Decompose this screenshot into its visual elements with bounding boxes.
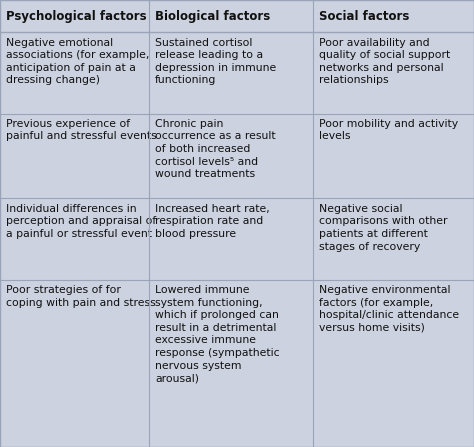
Text: Poor mobility and activity
levels: Poor mobility and activity levels bbox=[319, 119, 458, 141]
Bar bbox=[0, 280, 474, 447]
Bar bbox=[0, 0, 474, 32]
Text: Negative emotional
associations (for example,
anticipation of pain at a
dressing: Negative emotional associations (for exa… bbox=[6, 38, 149, 85]
Text: Increased heart rate,
respiration rate and
blood pressure: Increased heart rate, respiration rate a… bbox=[155, 204, 270, 239]
Text: Negative social
comparisons with other
patients at different
stages of recovery: Negative social comparisons with other p… bbox=[319, 204, 447, 252]
Bar bbox=[0, 32, 474, 114]
Text: Biological factors: Biological factors bbox=[155, 9, 270, 23]
Text: Lowered immune
system functioning,
which if prolonged can
result in a detrimenta: Lowered immune system functioning, which… bbox=[155, 285, 280, 383]
Text: Poor availability and
quality of social support
networks and personal
relationsh: Poor availability and quality of social … bbox=[319, 38, 450, 85]
Text: Chronic pain
occurrence as a result
of both increased
cortisol levels⁵ and
wound: Chronic pain occurrence as a result of b… bbox=[155, 119, 275, 179]
Text: Poor strategies of for
coping with pain and stress: Poor strategies of for coping with pain … bbox=[6, 285, 155, 308]
Bar bbox=[0, 114, 474, 198]
Bar bbox=[0, 198, 474, 280]
Text: Previous experience of
painful and stressful events: Previous experience of painful and stres… bbox=[6, 119, 156, 141]
Text: Psychological factors: Psychological factors bbox=[6, 9, 146, 23]
Text: Social factors: Social factors bbox=[319, 9, 409, 23]
Text: Negative environmental
factors (for example,
hospital/clinic attendance
versus h: Negative environmental factors (for exam… bbox=[319, 285, 459, 333]
Text: Sustained cortisol
release leading to a
depression in immune
functioning: Sustained cortisol release leading to a … bbox=[155, 38, 276, 85]
Text: Individual differences in
perception and appraisal of
a painful or stressful eve: Individual differences in perception and… bbox=[6, 204, 156, 239]
